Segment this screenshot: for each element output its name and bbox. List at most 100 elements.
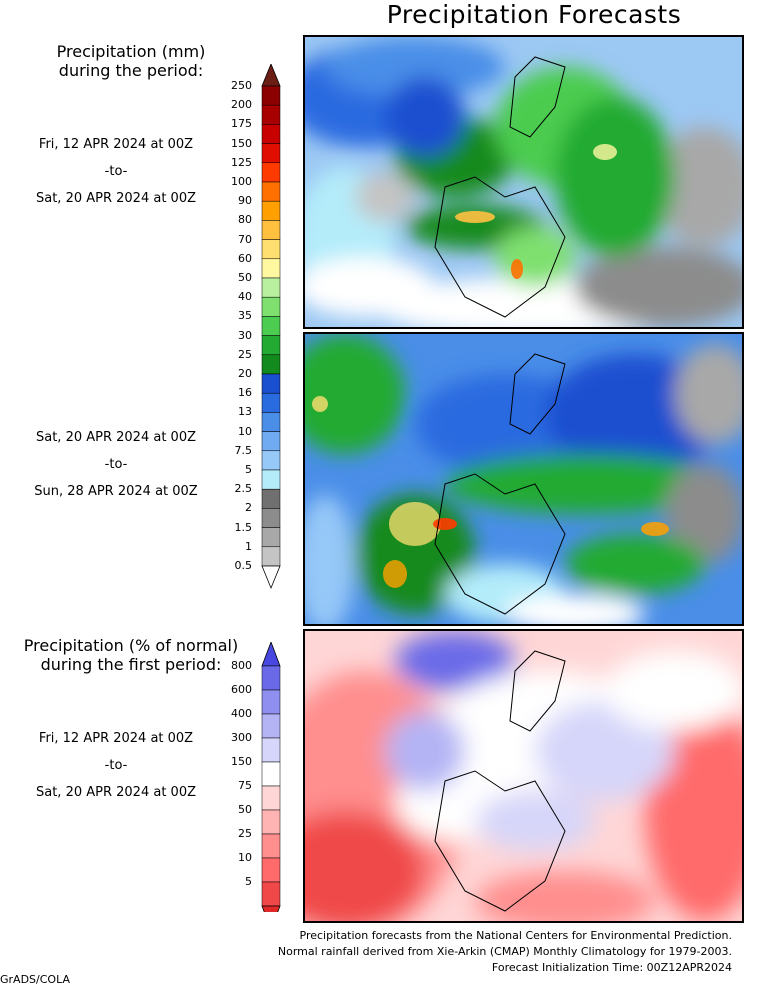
legend-pct-heading-line2: during the first period: — [40, 655, 222, 674]
legend-pct-tick-label: 600 — [231, 683, 252, 696]
legend-pct-swatch — [261, 665, 281, 691]
legend-mm-tick-label: 10 — [238, 424, 252, 438]
legend-pct-swatch — [261, 761, 281, 787]
period3-sep: -to- — [104, 758, 128, 773]
legend-mm-colorbar — [261, 64, 281, 590]
legend-pct-bottom-arrow — [261, 905, 281, 912]
legend-mm-swatch — [261, 354, 281, 375]
legend-pct-swatch — [261, 737, 281, 763]
legend-mm-tick-label: 1.5 — [234, 520, 253, 534]
precip-map-period2 — [305, 334, 742, 624]
legend-pct-swatch — [261, 713, 281, 739]
legend-mm-swatch — [261, 143, 281, 164]
legend-mm-tick-label: 35 — [238, 309, 252, 323]
legend-mm-swatch — [261, 220, 281, 240]
period3-to: Sat, 20 APR 2024 at 00Z — [35, 785, 196, 800]
legend-mm-heading-line2: during the period: — [58, 61, 204, 80]
footer: Precipitation forecasts from the Nationa… — [278, 928, 732, 976]
legend-pct-tick-label: 800 — [231, 659, 252, 672]
legend-mm-tick-label: 200 — [231, 98, 252, 112]
legend-mm-tick-label: 40 — [238, 290, 252, 304]
legend-mm-swatch — [261, 431, 281, 452]
legend-mm-tick-label: 2.5 — [234, 482, 253, 496]
legend-pct-tick-label: 75 — [238, 779, 252, 792]
map-panel-period2 — [303, 332, 744, 626]
legend-mm-swatch — [261, 277, 281, 298]
legend-mm-tick-label: 100 — [231, 175, 252, 188]
legend-mm-swatch — [261, 508, 281, 528]
legend-mm-swatch — [261, 258, 281, 279]
legend-mm-swatch — [261, 104, 281, 125]
legend-mm-tick-label: 250 — [231, 79, 252, 92]
legend-mm-swatch — [261, 181, 281, 202]
legend-pct-swatch — [261, 689, 281, 715]
legend-mm-tick-label: 80 — [238, 213, 252, 227]
legend-mm-swatch — [261, 296, 281, 317]
legend-mm-heading: Precipitation (mm) during the period: — [0, 42, 262, 80]
footer-line3: Forecast Initialization Time: 00Z12APR20… — [491, 961, 732, 974]
legend-pct-swatch — [261, 785, 281, 811]
legend-pct-heading: Precipitation (% of normal) during the f… — [0, 636, 262, 674]
precip-map-period1 — [305, 37, 742, 327]
legend-mm-tick-label: 50 — [238, 271, 252, 284]
legend-mm-tick-label: 60 — [238, 251, 252, 265]
page-title: Precipitation Forecasts — [386, 0, 682, 29]
footer-line1: Precipitation forecasts from the Nationa… — [299, 929, 733, 942]
legend-pct-tick-label: 300 — [231, 731, 252, 744]
legend-pct-tick-label: 150 — [231, 755, 252, 768]
legend-mm-heading-line1: Precipitation (mm) — [56, 42, 206, 61]
legend-mm-swatch — [261, 392, 281, 413]
legend-mm-tick-label: 25 — [238, 347, 252, 361]
legend-mm-tick-label: 175 — [231, 117, 252, 131]
legend-mm-swatch — [261, 200, 281, 221]
legend-pct-swatch — [261, 857, 281, 883]
legend-mm-bottom-arrow — [261, 565, 281, 590]
legend-pct-tick-label: 10 — [238, 851, 252, 864]
period2-from: Sat, 20 APR 2024 at 00Z — [35, 430, 196, 445]
legend-pct-swatch — [261, 809, 281, 835]
period3-from: Fri, 12 APR 2024 at 00Z — [38, 731, 194, 746]
legend-mm-swatch — [261, 527, 281, 548]
period2-to: Sun, 28 APR 2024 at 00Z — [34, 484, 198, 499]
map-panel-period1 — [303, 35, 744, 329]
map-panel-percent-normal — [303, 629, 744, 923]
legend-mm-swatch — [261, 162, 281, 183]
legend-mm-swatch — [261, 124, 281, 144]
legend-mm-swatch — [261, 546, 281, 567]
footer-line2: Normal rainfall derived from Xie-Arkin (… — [277, 945, 732, 958]
legend-mm-swatch — [261, 412, 281, 432]
legend-mm-tick-label: 13 — [238, 405, 252, 419]
legend-mm-swatch — [261, 316, 281, 336]
legend-pct-tick-label: 25 — [238, 827, 252, 840]
legend-mm-top-arrow — [261, 64, 281, 87]
legend-pct-tick-label: 50 — [238, 803, 252, 816]
period1-to: Sat, 20 APR 2024 at 00Z — [35, 191, 196, 206]
legend-pct-swatch — [261, 881, 281, 907]
legend-mm-tick-label: 20 — [238, 367, 252, 380]
legend-mm-swatch — [261, 335, 281, 356]
legend-pct-heading-line1: Precipitation (% of normal) — [23, 636, 239, 655]
legend-mm-tick-label: 70 — [238, 232, 252, 246]
legend-pct-top-arrow — [261, 642, 281, 667]
period1-from: Fri, 12 APR 2024 at 00Z — [38, 137, 194, 152]
legend-mm-tick-label: 90 — [238, 194, 252, 208]
legend-pct-tick-label: 400 — [231, 707, 252, 720]
legend-pct-tick-label: 5 — [245, 875, 252, 888]
legend-pct-colorbar — [261, 642, 281, 912]
legend-mm-tick-label: 30 — [238, 328, 252, 342]
credit: GrADS/COLA — [0, 973, 70, 986]
legend-mm-tick-label: 0.5 — [234, 559, 253, 572]
legend-mm-swatch — [261, 239, 281, 260]
legend-mm-swatch — [261, 469, 281, 490]
legend-mm-swatch — [261, 373, 281, 394]
legend-mm-tick-label: 1 — [245, 539, 252, 553]
legend-mm-tick-label: 5 — [245, 463, 252, 476]
period1-sep: -to- — [104, 164, 128, 179]
legend-mm-tick-label: 150 — [231, 136, 252, 150]
precip-pct-normal-map — [305, 631, 742, 921]
legend-mm-tick-label: 125 — [231, 155, 252, 169]
legend-mm-tick-label: 16 — [238, 386, 252, 400]
period2-sep: -to- — [104, 457, 128, 472]
legend-mm-swatch — [261, 85, 281, 106]
legend-pct-swatch — [261, 833, 281, 859]
